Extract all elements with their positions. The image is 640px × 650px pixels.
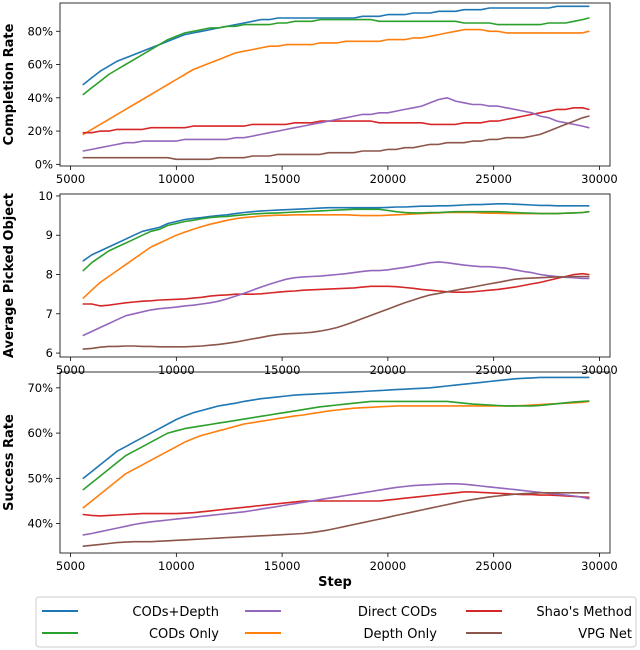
x-tick-label: 20000 (370, 363, 407, 377)
legend-label: VPG Net (578, 627, 632, 642)
x-tick-label: 15000 (264, 363, 301, 377)
x-tick-label: 10000 (158, 559, 195, 573)
y-tick-label: 6 (46, 346, 53, 360)
series-line-shao-s-method (82, 272, 590, 307)
x-tick-label: 25000 (475, 559, 512, 573)
series-line-direct-cods (82, 482, 590, 536)
series-line-vpg-net (82, 491, 590, 548)
legend-label: CODs Only (149, 627, 219, 642)
legend-label: Direct CODs (358, 605, 437, 620)
y-tick-label: 70% (27, 381, 53, 395)
x-tick-label: 5000 (56, 172, 85, 186)
y-tick-label: 80% (27, 24, 53, 38)
series-line-depth-only (82, 28, 590, 136)
series-line-vpg-net (82, 275, 590, 350)
series-line-cods-only (82, 208, 590, 272)
x-tick-label: 30000 (581, 172, 618, 186)
y-tick-label: 0% (35, 157, 53, 171)
x-tick-label: 5000 (56, 559, 85, 573)
plot-frame (59, 371, 611, 554)
y-tick-label: 60% (27, 58, 53, 72)
series-line-cods-depth (82, 5, 590, 86)
series-line-cods-depth (82, 203, 590, 262)
series-line-cods-only (82, 17, 590, 96)
x-tick-label: 30000 (581, 363, 618, 377)
x-tick-label: 15000 (264, 172, 301, 186)
series-line-shao-s-method (82, 491, 590, 517)
plot-frame (59, 2, 611, 167)
legend-label: Shao's Method (536, 605, 632, 620)
series-line-cods-only (82, 400, 590, 491)
x-tick-label: 10000 (158, 363, 195, 377)
y-tick-label: 8 (46, 268, 53, 282)
x-tick-label: 20000 (370, 559, 407, 573)
x-axis-label: Step (318, 575, 352, 590)
legend-box (35, 596, 637, 648)
series-line-direct-cods (82, 97, 590, 152)
x-tick-label: 25000 (475, 363, 512, 377)
series-line-depth-only (82, 400, 590, 509)
y-tick-label: 50% (27, 471, 53, 485)
y-tick-label: 7 (46, 307, 53, 321)
x-tick-label: 25000 (475, 172, 512, 186)
series-line-depth-only (82, 210, 590, 299)
y-tick-label: 60% (27, 426, 53, 440)
legend-label: Depth Only (363, 627, 437, 642)
x-tick-label: 20000 (370, 172, 407, 186)
y-tick-label: 10 (38, 189, 53, 203)
y-tick-label: 40% (27, 517, 53, 531)
legend-label: CODs+Depth (132, 605, 219, 620)
y-axis-label: Average Picked Object (2, 193, 17, 358)
y-axis-label: Success Rate (2, 414, 17, 511)
y-tick-label: 40% (27, 91, 53, 105)
series-line-direct-cods (82, 261, 590, 337)
series-line-shao-s-method (82, 107, 590, 134)
series-line-vpg-net (82, 115, 590, 161)
plot-frame (59, 193, 611, 358)
y-axis-label: Completion Rate (2, 23, 17, 145)
x-tick-label: 5000 (56, 363, 85, 377)
y-tick-label: 20% (27, 124, 53, 138)
x-tick-label: 10000 (158, 172, 195, 186)
x-tick-label: 15000 (264, 559, 301, 573)
y-tick-label: 9 (46, 228, 53, 242)
x-tick-label: 30000 (581, 559, 618, 573)
series-line-cods-depth (82, 376, 590, 480)
